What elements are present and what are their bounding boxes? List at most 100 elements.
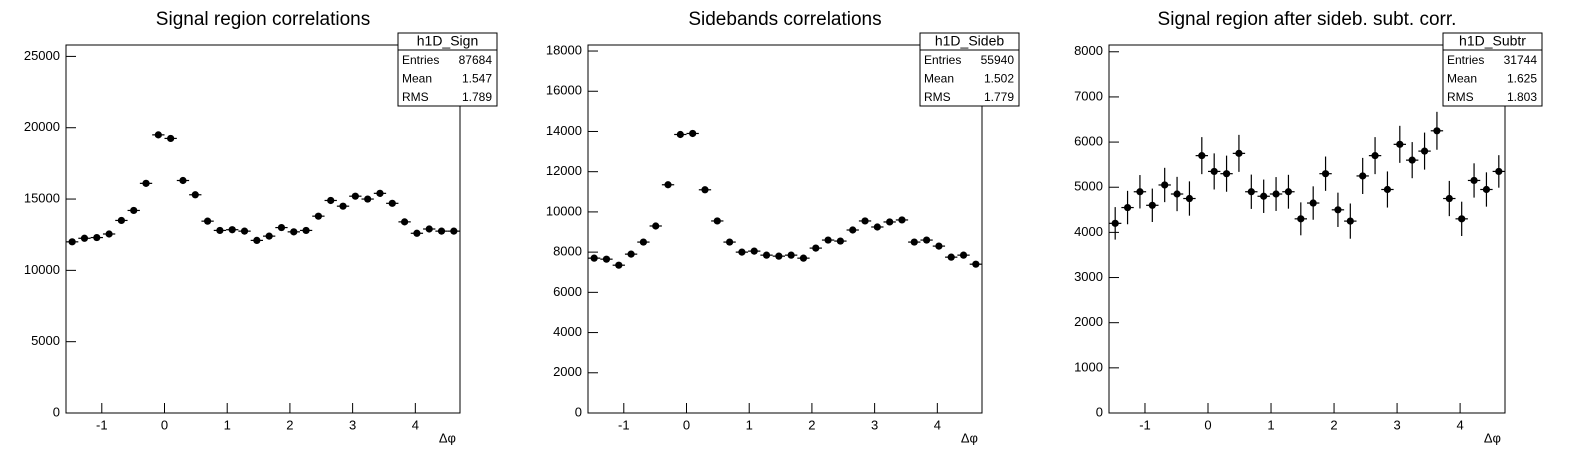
stats-value: 1.547 <box>462 72 492 86</box>
data-point <box>1383 185 1392 194</box>
y-tick-label: 14000 <box>546 123 582 138</box>
stats-value: 1.779 <box>984 90 1014 104</box>
x-tick-label: 2 <box>1330 417 1337 432</box>
data-point <box>388 199 396 207</box>
y-tick-label: 18000 <box>546 42 582 57</box>
stats-box <box>919 32 1020 107</box>
x-tick-label: 3 <box>349 417 356 432</box>
data-point <box>327 196 335 205</box>
data-point <box>602 255 611 263</box>
stats-label: RMS <box>924 90 951 104</box>
data-point <box>676 130 684 139</box>
x-tick-label: -1 <box>618 417 630 432</box>
data-point <box>1260 192 1268 200</box>
data-point <box>762 251 771 259</box>
data-point <box>812 244 820 252</box>
y-tick-label: 0 <box>1096 404 1103 419</box>
data-point <box>203 217 212 225</box>
y-tick-label: 12000 <box>546 163 582 178</box>
data-point <box>1235 149 1243 157</box>
y-tick-label: 25000 <box>24 48 60 63</box>
data-point <box>68 238 76 246</box>
x-tick-label: 0 <box>161 417 168 432</box>
data-point <box>1420 147 1429 155</box>
x-tick-label: 3 <box>1393 417 1400 432</box>
data-point <box>1210 167 1218 176</box>
y-tick-label: 20000 <box>24 119 60 134</box>
stats-label: Mean <box>402 72 432 86</box>
x-tick-label: 2 <box>286 417 293 432</box>
data-point <box>1222 170 1231 178</box>
data-point <box>861 217 869 225</box>
y-tick-label: 16000 <box>546 83 582 98</box>
data-point <box>216 226 224 235</box>
data-point <box>1136 188 1144 196</box>
data-point <box>1297 215 1305 223</box>
data-point <box>117 216 126 225</box>
data-point <box>873 223 881 231</box>
data-point <box>935 242 943 250</box>
stats-label: Mean <box>924 72 954 86</box>
y-tick-label: 2000 <box>553 364 582 379</box>
data-point <box>1470 176 1478 185</box>
data-point <box>750 247 758 255</box>
data-point <box>167 134 175 143</box>
data-point <box>1346 217 1354 225</box>
chart-title: Signal region correlations <box>156 9 370 30</box>
stats-box <box>397 32 498 107</box>
data-point <box>886 218 894 226</box>
x-tick-label: 4 <box>1456 417 1463 432</box>
data-point <box>910 238 918 246</box>
plot-frame <box>587 44 983 414</box>
data-point <box>240 227 249 235</box>
y-tick-label: 0 <box>575 404 582 419</box>
stats-value: 1.803 <box>1507 90 1537 104</box>
data-point <box>652 222 660 230</box>
data-point <box>947 253 955 261</box>
data-point <box>80 234 89 242</box>
stats-value: 1.625 <box>1507 72 1537 86</box>
chart-title: Sidebands correlations <box>688 9 881 30</box>
data-point <box>450 227 458 235</box>
x-tick-label: 1 <box>746 417 753 432</box>
data-point <box>302 226 310 235</box>
data-point <box>1284 188 1293 196</box>
data-point <box>290 228 298 236</box>
data-point <box>400 218 409 226</box>
y-tick-label: 6000 <box>1074 134 1103 149</box>
data-point <box>972 260 980 268</box>
data-point <box>836 237 845 245</box>
data-point <box>1185 194 1194 203</box>
data-point <box>1359 172 1367 180</box>
stats-name: h1D_Subtr <box>1459 33 1526 49</box>
data-point <box>1161 181 1169 189</box>
stats-value: 55940 <box>981 53 1015 67</box>
data-point <box>1247 188 1255 196</box>
data-point <box>1272 190 1280 198</box>
data-point <box>1309 199 1317 207</box>
x-tick-label: 4 <box>412 417 419 432</box>
chart-title: Signal region after sideb. subt. corr. <box>1158 9 1457 30</box>
y-tick-label: 5000 <box>31 333 60 348</box>
data-point <box>1111 219 1119 227</box>
x-tick-label: 1 <box>1267 417 1274 432</box>
stats-label: RMS <box>1447 90 1474 104</box>
data-point <box>898 216 906 224</box>
x-axis-label: Δφ <box>1484 430 1501 445</box>
stats-label: Entries <box>924 53 961 67</box>
data-point <box>590 254 598 262</box>
y-tick-label: 2000 <box>1074 314 1103 329</box>
data-point <box>93 233 101 242</box>
y-tick-label: 0 <box>53 404 60 419</box>
stats-label: Mean <box>1447 72 1477 86</box>
stats-name: h1D_Sideb <box>935 33 1004 49</box>
x-tick-label: 3 <box>871 417 878 432</box>
stats-label: RMS <box>402 90 429 104</box>
data-point <box>425 225 433 233</box>
data-point <box>1148 201 1156 209</box>
y-tick-label: 10000 <box>24 262 60 277</box>
data-point <box>738 248 746 256</box>
plot-frame <box>1108 44 1506 414</box>
data-point <box>105 230 113 238</box>
